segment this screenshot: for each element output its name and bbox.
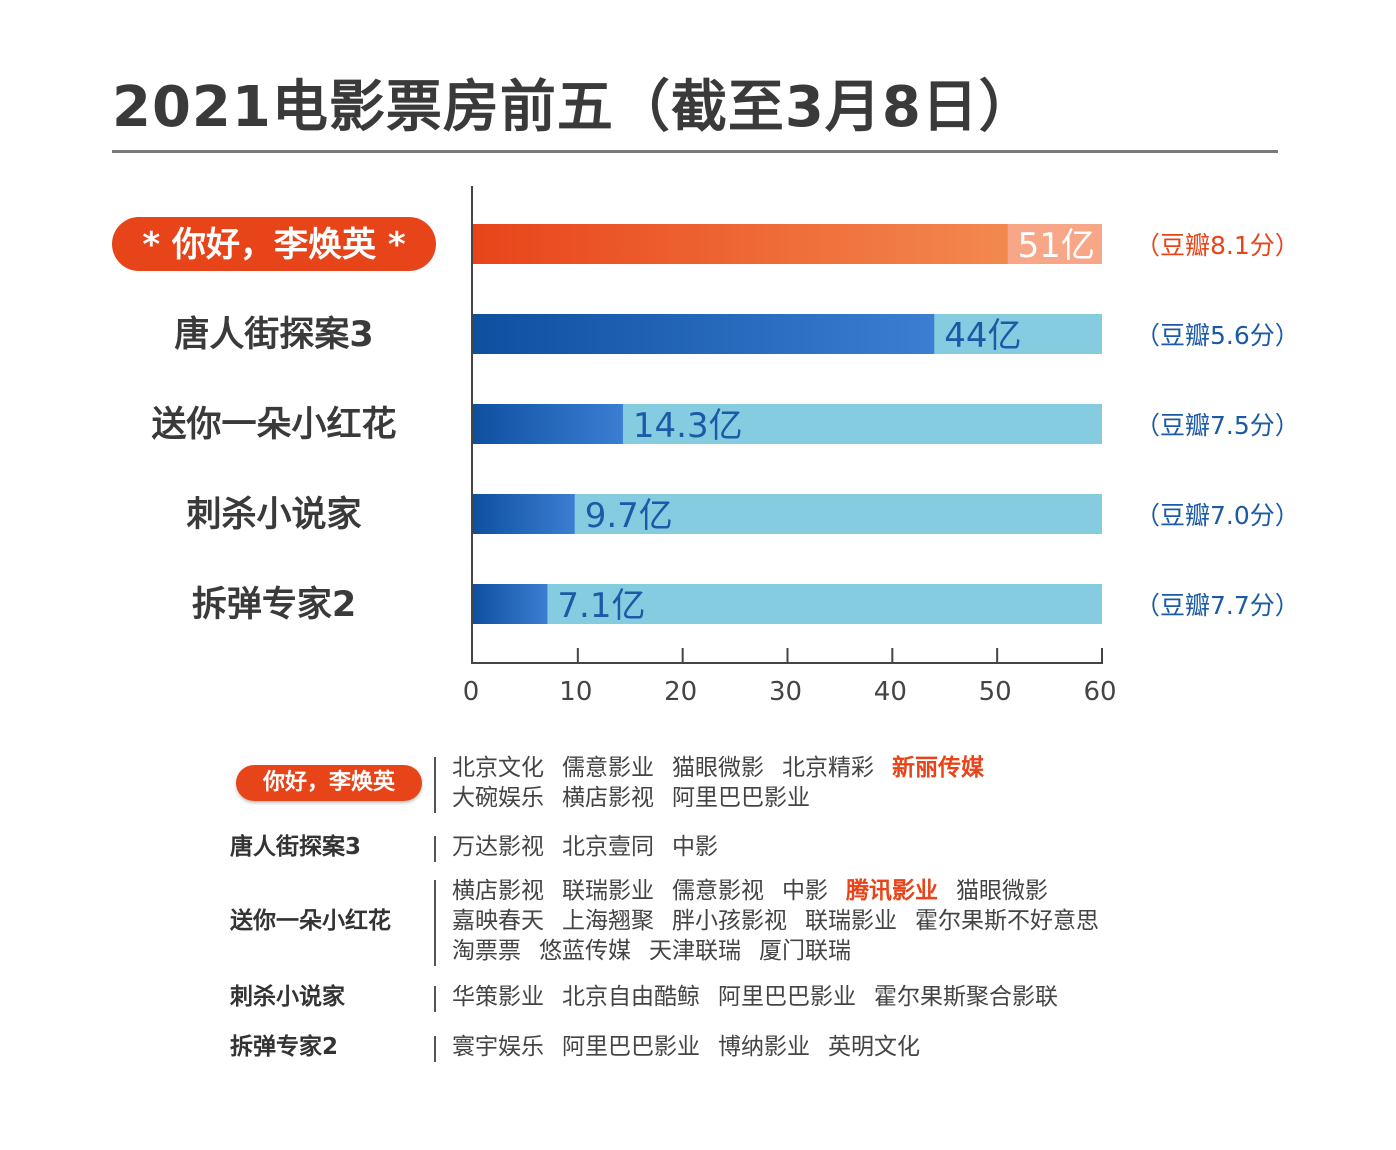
- producer-company: 天津联瑞: [649, 938, 741, 964]
- producer-line: 嘉映春天 上海翘聚 胖小孩影视 联瑞影业 霍尔果斯不好意思: [452, 906, 1117, 936]
- title-divider: [112, 150, 1278, 153]
- producer-divider: [434, 757, 436, 813]
- producer-company: 中影: [672, 834, 718, 860]
- bar: [473, 224, 1008, 264]
- x-tick-label: 40: [874, 677, 907, 707]
- x-tick-label: 60: [1083, 677, 1116, 707]
- producer-row: 拆弹专家2 寰宇娱乐 阿里巴巴影业 博纳影业 英明文化: [230, 1032, 1330, 1062]
- bar: [473, 314, 935, 354]
- producer-company: 阿里巴巴影业: [562, 1034, 700, 1060]
- producer-movie-label: 唐人街探案3: [230, 834, 362, 860]
- douban-score-label: （豆瓣8.1分）: [1135, 231, 1300, 260]
- douban-score-label: （豆瓣7.7分）: [1135, 591, 1300, 620]
- bar-value-label: 9.7亿: [585, 496, 673, 536]
- bar-track: [473, 584, 1102, 624]
- bar-value-label: 7.1亿: [557, 586, 645, 626]
- producer-company: 猫眼微影: [672, 755, 764, 781]
- douban-score-label: （豆瓣5.6分）: [1135, 321, 1300, 350]
- producer-movie-label: 拆弹专家2: [230, 1034, 339, 1060]
- producer-divider: [434, 986, 436, 1012]
- category-label: 拆弹专家2: [192, 585, 356, 625]
- producer-line: 寰宇娱乐 阿里巴巴影业 博纳影业 英明文化: [452, 1032, 938, 1062]
- producer-company: 大碗娱乐: [452, 785, 544, 811]
- producer-company: 横店影视: [452, 878, 544, 904]
- producer-company: 阿里巴巴影业: [672, 785, 810, 811]
- producer-company: 北京文化: [452, 755, 544, 781]
- producer-company: 联瑞影业: [805, 908, 897, 934]
- producer-company: 新丽传媒: [892, 755, 984, 781]
- producer-row: 刺杀小说家 华策影业 北京自由酷鲸 阿里巴巴影业 霍尔果斯聚合影联: [230, 982, 1330, 1012]
- producer-company: 寰宇娱乐: [452, 1034, 544, 1060]
- bar-value-label: 14.3亿: [633, 406, 743, 446]
- producer-company: 北京精彩: [782, 755, 874, 781]
- category-label: 刺杀小说家: [186, 495, 361, 535]
- producer-company: 横店影视: [562, 785, 654, 811]
- bar: [473, 404, 623, 444]
- producer-company: 英明文化: [828, 1034, 920, 1060]
- x-tick-label: 30: [769, 677, 802, 707]
- producer-company: 悠蓝传媒: [539, 938, 631, 964]
- producer-row: 你好，李焕英 北京文化 儒意影业 猫眼微影 北京精彩 新丽传媒 大碗娱乐 横店影视 阿里巴巴影业: [230, 753, 1330, 813]
- producer-company: 厦门联瑞: [759, 938, 851, 964]
- category-label: 唐人街探案3: [174, 314, 373, 355]
- x-tick-label: 10: [559, 677, 592, 707]
- producer-movie-label: 刺杀小说家: [230, 984, 345, 1010]
- producer-company: 霍尔果斯不好意思: [915, 908, 1099, 934]
- producer-company: 华策影业: [452, 984, 544, 1010]
- producer-divider: [434, 1036, 436, 1062]
- producer-line: 北京文化 儒意影业 猫眼微影 北京精彩 新丽传媒: [452, 753, 1002, 783]
- bar: [473, 494, 575, 534]
- category-label: * 你好，李焕英 *: [142, 225, 405, 265]
- producer-line: 华策影业 北京自由酷鲸 阿里巴巴影业 霍尔果斯聚合影联: [452, 982, 1076, 1012]
- producer-movie-label: 你好，李焕英: [236, 765, 422, 801]
- producer-company: 腾讯影业: [846, 878, 938, 904]
- producer-company: 胖小孩影视: [672, 908, 787, 934]
- producer-company: 万达影视: [452, 834, 544, 860]
- producer-company: 嘉映春天: [452, 908, 544, 934]
- douban-score-label: （豆瓣7.5分）: [1135, 411, 1300, 440]
- producer-company: 北京壹同: [562, 834, 654, 860]
- producer-company: 儒意影视: [672, 878, 764, 904]
- producer-line: 淘票票 悠蓝传媒 天津联瑞 厦门联瑞: [452, 936, 1117, 966]
- douban-score-label: （豆瓣7.0分）: [1135, 501, 1300, 530]
- x-tick-label: 20: [664, 677, 697, 707]
- producer-row: 唐人街探案3 万达影视 北京壹同 中影: [230, 832, 1330, 862]
- producer-divider: [434, 836, 436, 862]
- highlight-pill: [112, 217, 436, 271]
- x-tick-label: 0: [463, 677, 480, 707]
- producer-movie-label: 送你一朵小红花: [230, 908, 391, 934]
- category-label: 送你一朵小红花: [151, 405, 396, 445]
- bar-value-label: 44亿: [944, 316, 1021, 356]
- box-office-bar-chart: 51亿 （豆瓣8.1分） * 你好，李焕英 * 44亿 （豆瓣5.6分） 唐人街探案3 14…: [112, 186, 1300, 707]
- producer-company: 博纳影业: [718, 1034, 810, 1060]
- producer-company: 中影: [782, 878, 828, 904]
- producer-company: 北京自由酷鲸: [562, 984, 700, 1010]
- producer-company: 猫眼微影: [956, 878, 1048, 904]
- bar: [473, 584, 548, 624]
- producer-company: 霍尔果斯聚合影联: [874, 984, 1058, 1010]
- bar-track: [473, 494, 1102, 534]
- producer-company: 阿里巴巴影业: [718, 984, 856, 1010]
- producer-line: 横店影视 联瑞影业 儒意影视 中影 腾讯影业 猫眼微影: [452, 876, 1117, 906]
- producer-line: 大碗娱乐 横店影视 阿里巴巴影业: [452, 783, 1002, 813]
- producer-divider: [434, 880, 436, 966]
- chart-title: 2021电影票房前五（截至3月8日）: [112, 75, 1036, 140]
- producer-company: 儒意影业: [562, 755, 654, 781]
- producer-company: 淘票票: [452, 938, 521, 964]
- producer-company: 联瑞影业: [562, 878, 654, 904]
- bar-value-label: 51亿: [1018, 226, 1095, 266]
- producer-company: 上海翘聚: [562, 908, 654, 934]
- producer-line: 万达影视 北京壹同 中影: [452, 832, 736, 862]
- x-tick-label: 50: [979, 677, 1012, 707]
- producer-row: 送你一朵小红花 横店影视 联瑞影业 儒意影视 中影 腾讯影业 猫眼微影 嘉映春天 上海翘聚 胖小孩…: [230, 876, 1330, 966]
